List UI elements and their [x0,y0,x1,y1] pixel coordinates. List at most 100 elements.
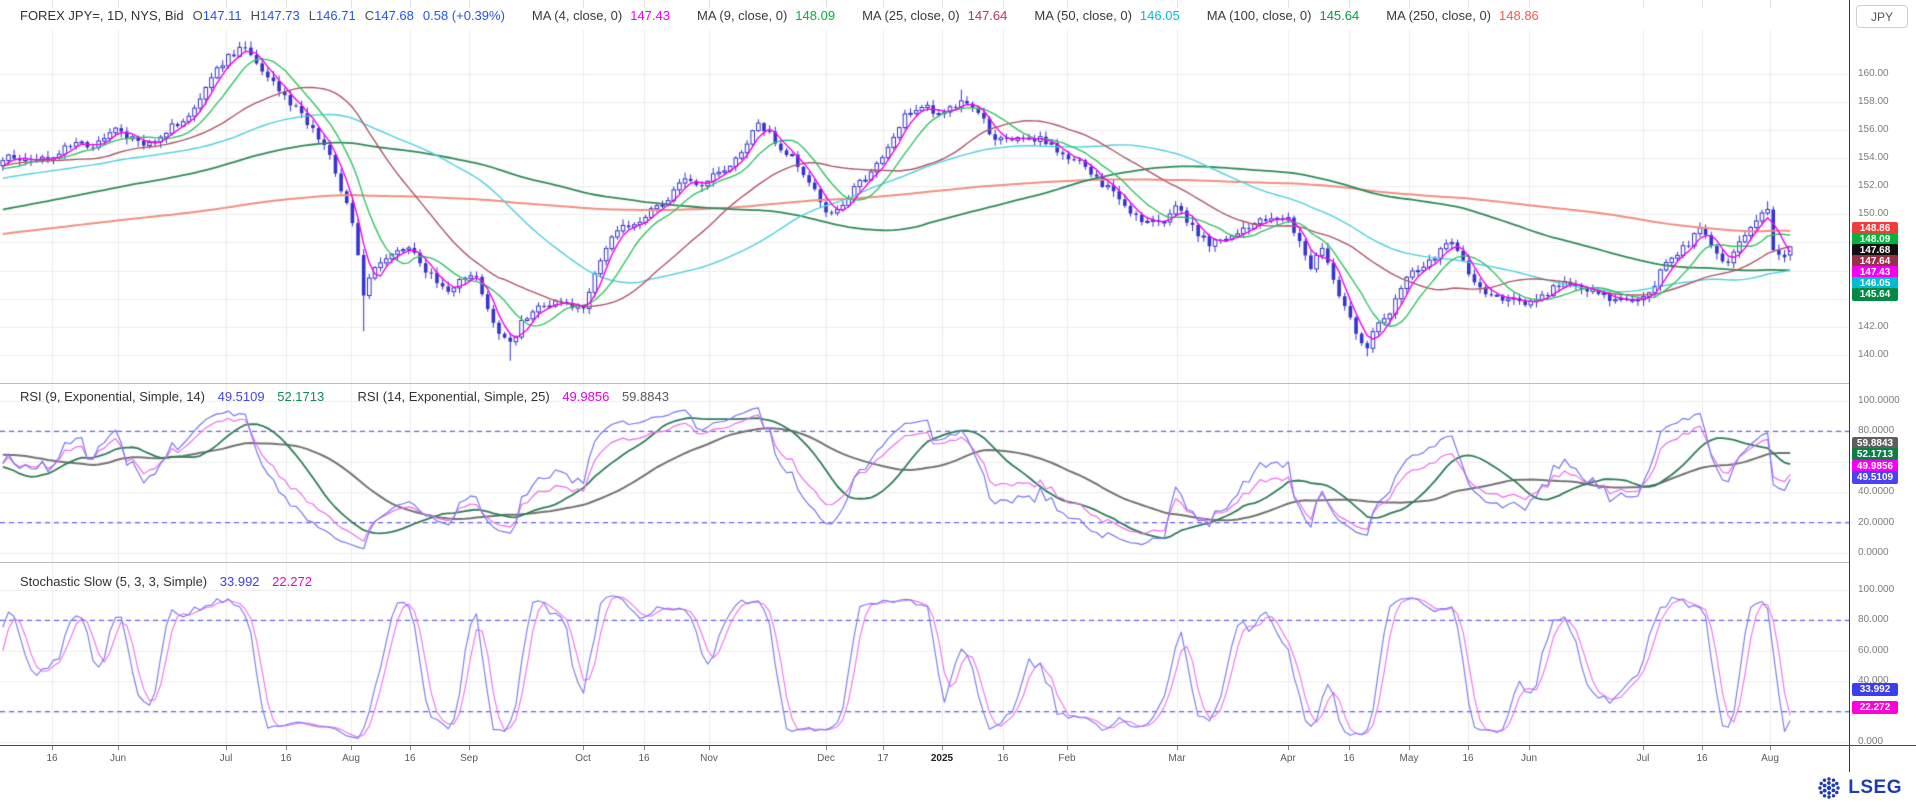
low-value: 146.71 [315,7,356,23]
time-axis[interactable]: 16 Jun Jul 16 Aug 16 Sep Oct 16 Nov Dec 17 2025 16 Feb… [0,745,1916,773]
time-axis-label: 16 [46,753,58,764]
price-axis-label: 152.00 [1858,180,1889,191]
ma-legend-label: MA (250, close, 0) [1386,7,1492,23]
ma-legend-value: 148.09 [795,7,836,23]
header-ruler-tick [709,0,710,8]
ma-legend-value: 147.43 [630,7,670,23]
ma-legend-value: 147.64 [967,7,1008,23]
time-axis-label: 16 [1696,753,1708,764]
rsi-axis-badge: 52.1713 [1852,448,1898,461]
rsi1-title[interactable]: RSI (9, Exponential, Simple, 14) [20,389,205,404]
time-axis-tick [1529,746,1530,750]
time-axis-label: Sep [460,753,478,764]
price-axis-badge: 147.64 [1852,255,1898,268]
time-axis-label: Jun [1520,753,1538,764]
panel-separator-stochastic[interactable] [0,562,1849,563]
price-axis-label: 156.00 [1858,124,1889,135]
time-axis-tick [1643,746,1644,750]
time-axis-tick [709,746,710,750]
stochastic-axis-badge: 22.272 [1852,701,1898,714]
rsi-axis-badge: 49.9856 [1852,460,1898,473]
time-axis-label: 2025 [930,753,954,764]
open-value: 147.11 [202,7,242,23]
ma-legend-value: 148.86 [1499,7,1539,23]
rsi2-title[interactable]: RSI (14, Exponential, Simple, 25) [357,389,550,404]
ma-legend-item[interactable]: MA (25, close, 0) 147.64 [862,8,1007,23]
header-ruler-tick [826,0,827,8]
time-axis-tick [1409,746,1410,750]
ma-legend-item[interactable]: MA (250, close, 0) 148.86 [1386,8,1539,23]
ma-legend-label: MA (9, close, 0) [696,7,788,23]
time-axis-tick [1288,746,1289,750]
time-axis-label: Jun [109,753,127,764]
ma-legend-label: MA (4, close, 0) [531,7,623,23]
header-ruler-tick [1770,0,1771,8]
time-axis-label: Oct [575,753,591,764]
time-axis-label: Mar [1168,753,1186,764]
time-axis-label: 16 [638,753,650,764]
header-ruler-tick [1003,0,1004,8]
stochastic-panel-title: Stochastic Slow (5, 3, 3, Simple) 33.992… [20,574,312,589]
price-axis-badge: 145.64 [1852,288,1898,301]
stochastic-d-value: 22.272 [272,574,312,589]
price-axis-label: 158.00 [1858,96,1889,107]
price-axis-badge: 146.05 [1852,277,1898,290]
time-axis-label: Jul [219,753,233,764]
low-label: L [308,7,316,23]
stochastic-k-value: 33.992 [219,574,260,589]
rsi-axis-badge: 49.5109 [1852,471,1898,484]
rsi-axis-label: 80.0000 [1858,425,1895,436]
ma-legend-item[interactable]: MA (4, close, 0) 147.43 [532,8,670,23]
symbol-title[interactable]: FOREX JPY=, 1D, NYS, Bid [20,7,184,23]
header-ruler-tick [1349,0,1350,8]
rsi-panel-title: RSI (9, Exponential, Simple, 14) 49.5109… [20,389,669,404]
header-ruler-tick [1409,0,1410,8]
header-ruler-tick [118,0,119,8]
header-ruler-tick [1643,0,1644,8]
header-ruler-tick [1288,0,1289,8]
ma-legend-label: MA (100, close, 0) [1206,7,1312,23]
header-ruler-tick [644,0,645,8]
price-axis-label: 150.00 [1858,208,1889,219]
time-axis-tick [52,746,53,750]
currency-button[interactable]: JPY [1856,5,1908,28]
rsi-axis-label: 40.0000 [1858,486,1895,497]
time-axis-label: 16 [1343,753,1355,764]
ma-legend-item[interactable]: MA (9, close, 0) 148.09 [697,8,835,23]
rsi-axis-label: 20.0000 [1858,517,1895,528]
header-ruler-tick [351,0,352,8]
lseg-logo-text: LSEG [1848,777,1902,798]
time-axis-label: Aug [342,753,360,764]
panel-separator-rsi[interactable] [0,383,1849,384]
rsi1-smoothed-value: 52.1713 [277,389,325,404]
time-axis-tick [942,746,943,750]
time-axis-label: Jul [1636,753,1650,764]
rsi2-smoothed-value: 59.8843 [621,389,669,404]
time-axis-label: 16 [1462,753,1474,764]
header-ruler-tick [883,0,884,8]
stochastic-axis-label: 100.000 [1858,584,1895,595]
header-ruler-tick [1067,0,1068,8]
time-axis-tick [118,746,119,750]
time-axis-label: Feb [1058,753,1076,764]
time-axis-tick [226,746,227,750]
ma-legend-item[interactable]: MA (100, close, 0) 145.64 [1207,8,1360,23]
high-value: 147.73 [259,7,300,23]
price-axis[interactable]: JPY 160.00 158.00 156.00 154.00 152.00 150.00… [1849,0,1916,772]
stochastic-chart-canvas[interactable] [0,562,1849,745]
rsi1-value: 49.5109 [217,389,265,404]
time-axis-label: Dec [817,753,835,764]
header-ruler-tick [52,0,53,8]
stochastic-title[interactable]: Stochastic Slow (5, 3, 3, Simple) [20,574,208,589]
ma-legend-item[interactable]: MA (50, close, 0) 146.05 [1034,8,1179,23]
chart-header: FOREX JPY=, 1D, NYS, Bid O 147.11 H 147.… [0,0,1539,30]
stochastic-axis-label: 0.000 [1858,736,1884,747]
price-axis-badge: 147.43 [1852,266,1898,279]
price-chart-canvas[interactable] [0,30,1849,383]
time-axis-label: 16 [404,753,416,764]
time-axis-label: 16 [280,753,292,764]
lseg-logo: LSEG [1817,776,1902,800]
rsi-chart-canvas[interactable] [0,383,1849,562]
rsi-axis-badge: 59.8843 [1852,437,1898,450]
stochastic-axis-label: 60.000 [1858,645,1889,656]
